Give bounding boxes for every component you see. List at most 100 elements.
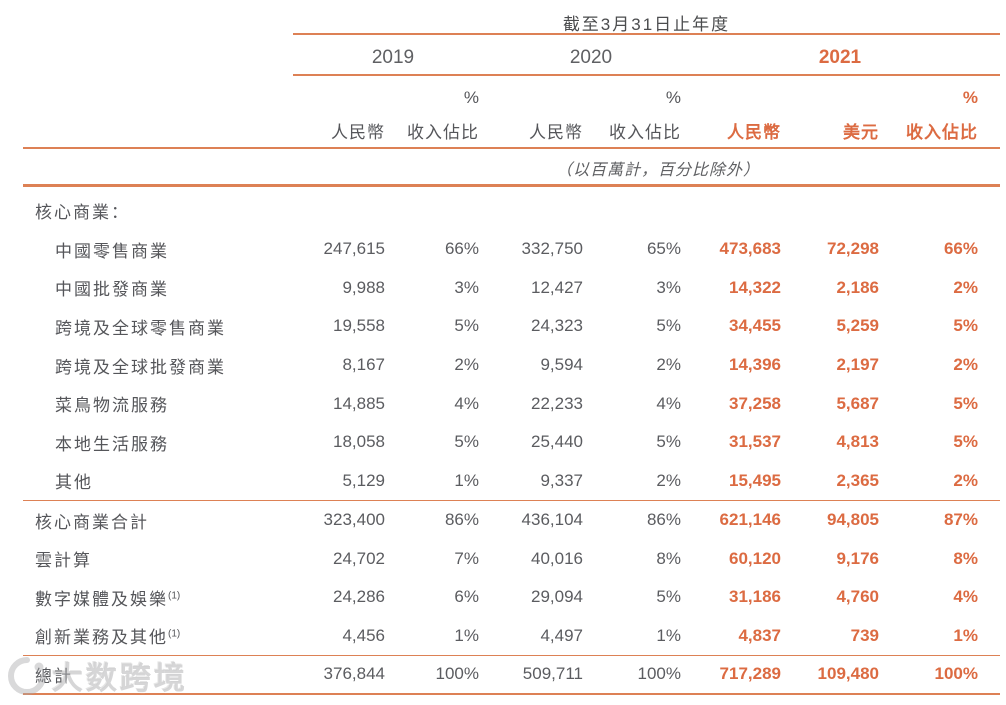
- table-title: 截至3月31日止年度: [562, 15, 731, 34]
- val-2020-pct: 2%: [656, 355, 681, 375]
- val-2019-pct: 1%: [454, 625, 479, 645]
- val-2020-pct: 86%: [583, 500, 681, 540]
- val-2019-rmb: 8,167: [342, 355, 385, 375]
- val-2019-rmb: 19,558: [333, 316, 385, 336]
- col-header-2019-rmb: 人民幣: [331, 123, 385, 142]
- row-label: 中國零售商業: [55, 241, 169, 261]
- val-2019-pct: 100%: [385, 654, 479, 695]
- val-2021-rmb: 4,837: [738, 625, 781, 645]
- val-2019-rmb: 247,615: [323, 239, 385, 259]
- row-label: 菜鳥物流服務: [55, 396, 169, 416]
- section-row-core-commerce: 核心商業：: [23, 191, 1000, 230]
- val-2019-pct: 4%: [454, 393, 479, 413]
- val-2019-rmb: 9,988: [342, 277, 385, 297]
- row-label: 總計: [23, 654, 263, 695]
- units-note: （以百萬計，百分比除外）: [555, 162, 760, 179]
- val-2021-usd: 5,259: [836, 316, 879, 336]
- subtotal-row-core-commerce: 核心商業合計 323,400 86% 436,104 86% 621,146 9…: [23, 500, 1000, 540]
- val-2021-rmb: 60,120: [729, 548, 781, 568]
- footnote-marker: (1): [168, 628, 181, 640]
- footnote-marker: (1): [168, 590, 181, 602]
- col-header-2020-pct: 收入佔比: [609, 123, 681, 142]
- val-2020-pct: 2%: [656, 470, 681, 490]
- val-2019-rmb: 18,058: [333, 432, 385, 452]
- val-2020-pct: 65%: [646, 239, 681, 259]
- val-2020-pct: 3%: [656, 277, 681, 297]
- val-2019-rmb: 24,702: [333, 548, 385, 568]
- rule-under-title: [293, 33, 1000, 35]
- val-2020-rmb: 29,094: [531, 587, 583, 607]
- table-row: 雲計算 24,702 7% 40,016 8% 60,120 9,176 8%: [23, 539, 1000, 578]
- rule-under-note: [23, 184, 1000, 187]
- table-row: 創新業務及其他(1) 4,456 1% 4,497 1% 4,837 739 1…: [23, 617, 1000, 656]
- table-row: 本地生活服務 18,058 5% 25,440 5% 31,537 4,813 …: [23, 423, 1000, 462]
- row-label: 中國批發商業: [55, 280, 169, 300]
- table-row: 數字媒體及娛樂(1) 24,286 6% 29,094 5% 31,186 4,…: [23, 578, 1000, 617]
- table-row: 其他 5,129 1% 9,337 2% 15,495 2,365 2%: [23, 462, 1000, 501]
- val-2020-rmb: 9,594: [540, 355, 583, 375]
- val-2020-pct: 5%: [656, 587, 681, 607]
- val-2021-pct: 2%: [953, 277, 978, 297]
- val-2019-pct: 86%: [385, 500, 479, 540]
- val-2019-pct: 7%: [454, 548, 479, 568]
- val-2019-rmb: 24,286: [333, 587, 385, 607]
- table-row: 跨境及全球零售商業 19,558 5% 24,323 5% 34,455 5,2…: [23, 307, 1000, 346]
- val-2021-pct: 5%: [953, 316, 978, 336]
- val-2020-pct: 1%: [656, 625, 681, 645]
- year-header-2020: 2020: [569, 47, 613, 68]
- val-2021-rmb: 14,396: [729, 355, 781, 375]
- pct-symbol-2021: %: [962, 88, 978, 107]
- val-2020-rmb: 332,750: [521, 239, 583, 259]
- revenue-table: 核心商業： 中國零售商業 247,615 66% 332,750 65% 473…: [23, 191, 1000, 695]
- col-header-2019-pct: 收入佔比: [407, 123, 479, 142]
- val-2021-rmb: 37,258: [729, 393, 781, 413]
- val-2021-usd: 5,687: [836, 393, 879, 413]
- val-2020-rmb: 24,323: [531, 316, 583, 336]
- col-header-2020-rmb: 人民幣: [529, 123, 583, 142]
- val-2020-pct: 4%: [656, 393, 681, 413]
- row-label: 本地生活服務: [55, 434, 169, 454]
- val-2019-pct: 3%: [454, 277, 479, 297]
- val-2021-usd: 739: [850, 625, 879, 645]
- val-2020-rmb: 509,711: [479, 654, 583, 695]
- val-2020-rmb: 40,016: [531, 548, 583, 568]
- val-2021-usd: 2,197: [836, 355, 879, 375]
- val-2021-pct: 2%: [953, 355, 978, 375]
- val-2021-rmb: 717,289: [681, 654, 781, 695]
- val-2021-pct: 66%: [943, 239, 978, 259]
- val-2021-pct: 1%: [953, 625, 978, 645]
- val-2020-pct: 100%: [583, 654, 681, 695]
- val-2021-pct: 5%: [953, 432, 978, 452]
- row-label: 核心商業合計: [23, 500, 263, 540]
- val-2021-rmb: 473,683: [719, 239, 781, 259]
- val-2021-usd: 4,760: [836, 587, 879, 607]
- year-header-2021: 2021: [818, 47, 862, 68]
- val-2020-rmb: 436,104: [479, 500, 583, 540]
- val-2021-usd: 2,365: [836, 470, 879, 490]
- val-2021-rmb: 14,322: [729, 277, 781, 297]
- val-2019-rmb: 323,400: [263, 500, 385, 540]
- val-2021-rmb: 15,495: [729, 470, 781, 490]
- val-2020-pct: 5%: [656, 316, 681, 336]
- val-2021-pct: 4%: [953, 587, 978, 607]
- val-2021-usd: 9,176: [836, 548, 879, 568]
- val-2021-usd: 94,805: [781, 500, 879, 540]
- val-2019-pct: 2%: [454, 355, 479, 375]
- val-2019-rmb: 5,129: [342, 470, 385, 490]
- val-2021-usd: 4,813: [836, 432, 879, 452]
- val-2020-rmb: 9,337: [540, 470, 583, 490]
- table-row: 中國批發商業 9,988 3% 12,427 3% 14,322 2,186 2…: [23, 268, 1000, 307]
- col-header-2021-rmb: 人民幣: [727, 123, 781, 142]
- val-2020-rmb: 22,233: [531, 393, 583, 413]
- val-2021-rmb: 621,146: [681, 500, 781, 540]
- val-2019-pct: 5%: [454, 316, 479, 336]
- row-label: 核心商業：: [35, 202, 130, 222]
- val-2019-pct: 1%: [454, 470, 479, 490]
- val-2020-rmb: 12,427: [531, 277, 583, 297]
- val-2019-pct: 66%: [444, 239, 479, 259]
- row-label: 跨境及全球零售商業: [55, 318, 226, 338]
- row-label: 其他: [55, 473, 93, 493]
- row-label: 數字媒體及娛樂(1): [35, 589, 181, 609]
- year-header-2019: 2019: [371, 47, 415, 68]
